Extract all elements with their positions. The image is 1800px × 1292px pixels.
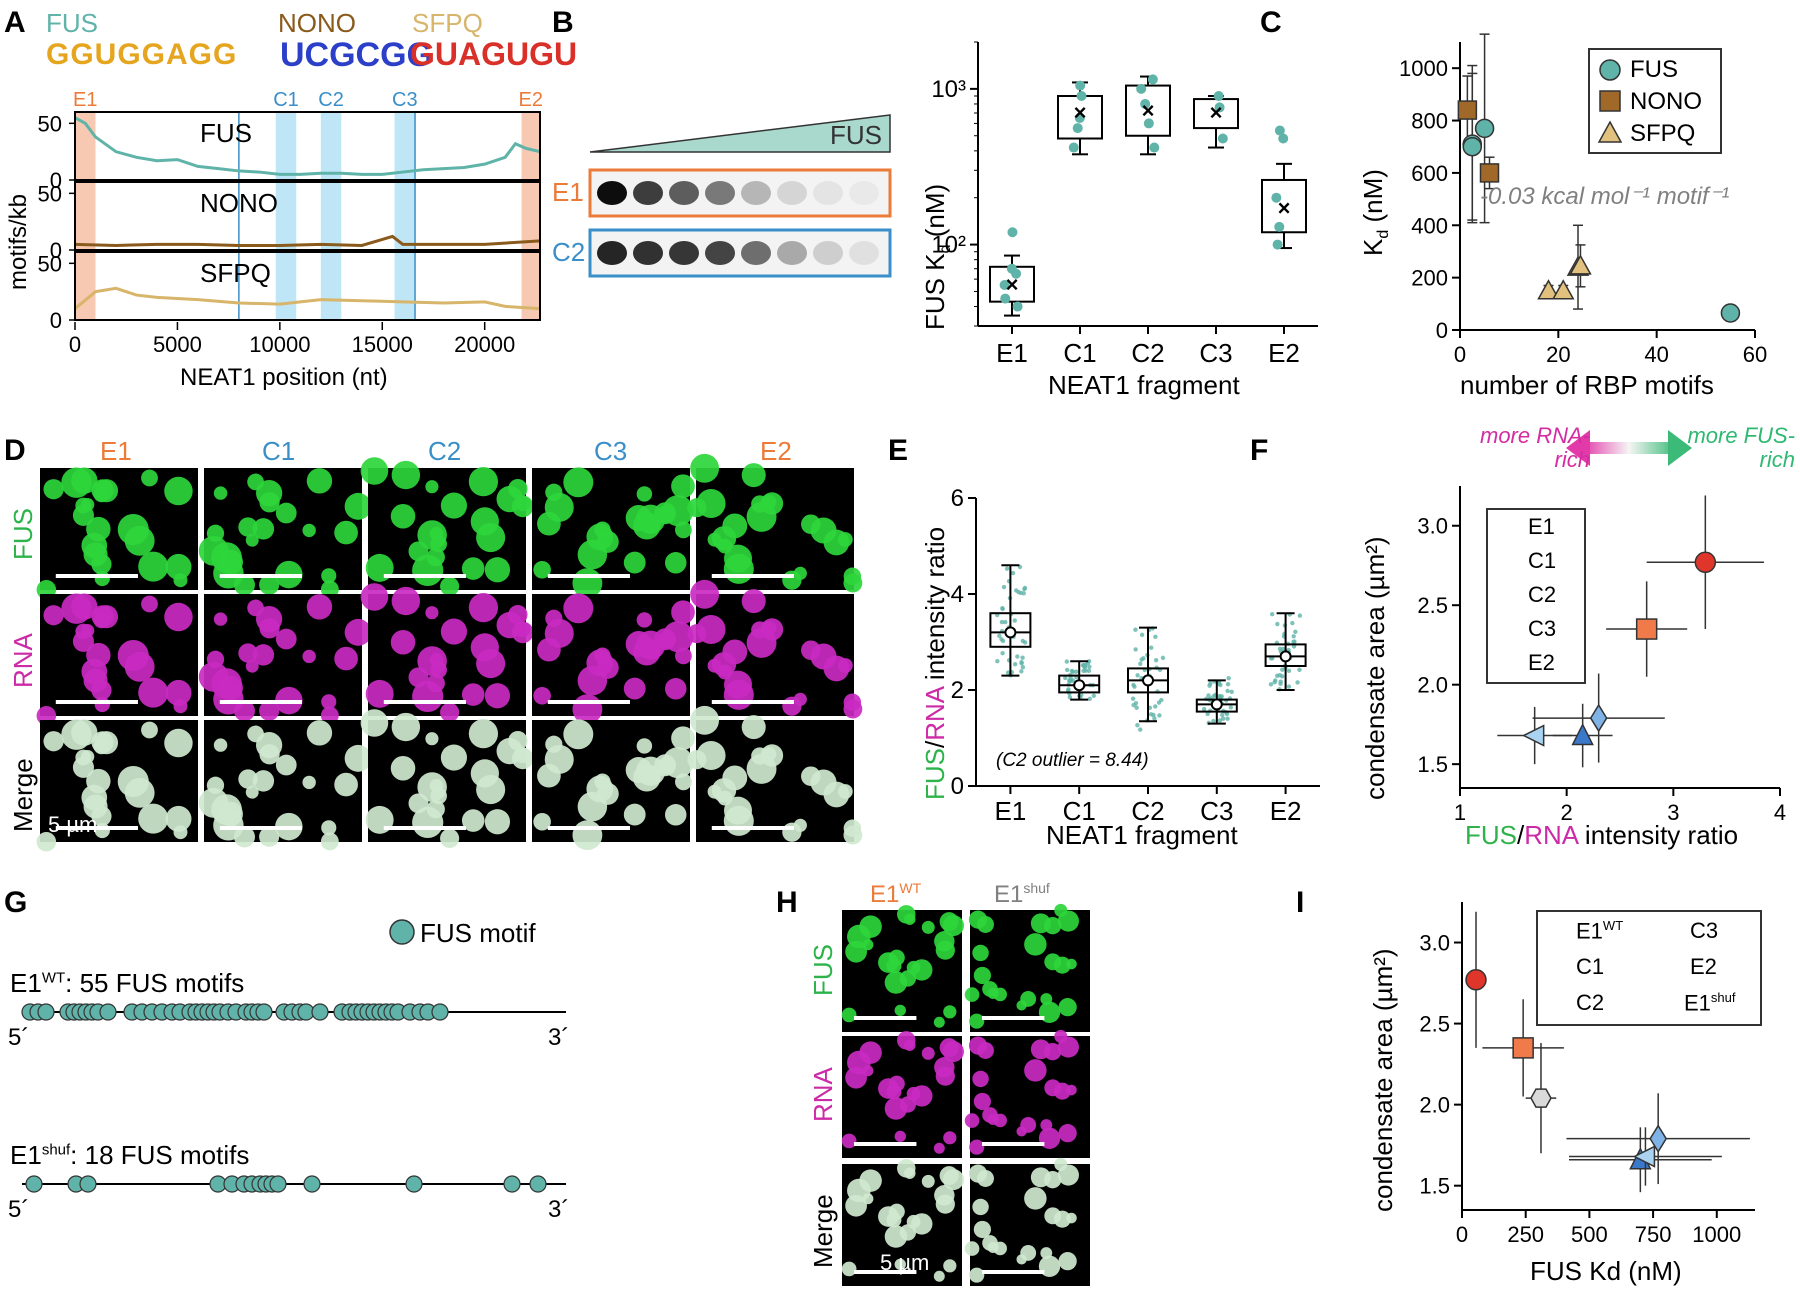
- panel-i-ylabel: condensate area (µm²): [1368, 948, 1399, 1212]
- i-point-e1wt: [1466, 970, 1486, 990]
- i-xtick-label: 1000: [1692, 1222, 1741, 1247]
- i-legend-e1shuf: E1shuf: [1684, 990, 1736, 1016]
- i-legend-c3: C3: [1690, 918, 1718, 944]
- i-ytick-label: 2.5: [1419, 1012, 1450, 1037]
- panel-i-legend: E1WT C1 C2 C3 E2 E1shuf: [1536, 910, 1762, 1026]
- i-legend-e2: E2: [1690, 954, 1717, 980]
- i-legend-c2: C2: [1576, 990, 1604, 1016]
- i-ytick-label: 2.0: [1419, 1093, 1450, 1118]
- i-point-e1shuf: [1531, 1089, 1551, 1107]
- i-xtick-label: 250: [1507, 1222, 1544, 1247]
- i-xtick-label: 750: [1635, 1222, 1672, 1247]
- i-legend-c1: C1: [1576, 954, 1604, 980]
- i-ytick-label: 1.5: [1419, 1174, 1450, 1199]
- i-point-e2: [1513, 1038, 1533, 1058]
- i-xtick-label: 0: [1456, 1222, 1468, 1247]
- i-ytick-label: 3.0: [1419, 931, 1450, 956]
- i-xtick-label: 500: [1571, 1222, 1608, 1247]
- i-legend-e1wt: E1WT: [1576, 918, 1623, 944]
- panel-i-xlabel: FUS Kd (nM): [1530, 1256, 1682, 1287]
